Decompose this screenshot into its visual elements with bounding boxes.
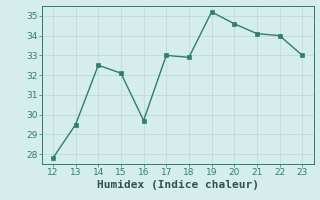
X-axis label: Humidex (Indice chaleur): Humidex (Indice chaleur) [97,180,259,190]
